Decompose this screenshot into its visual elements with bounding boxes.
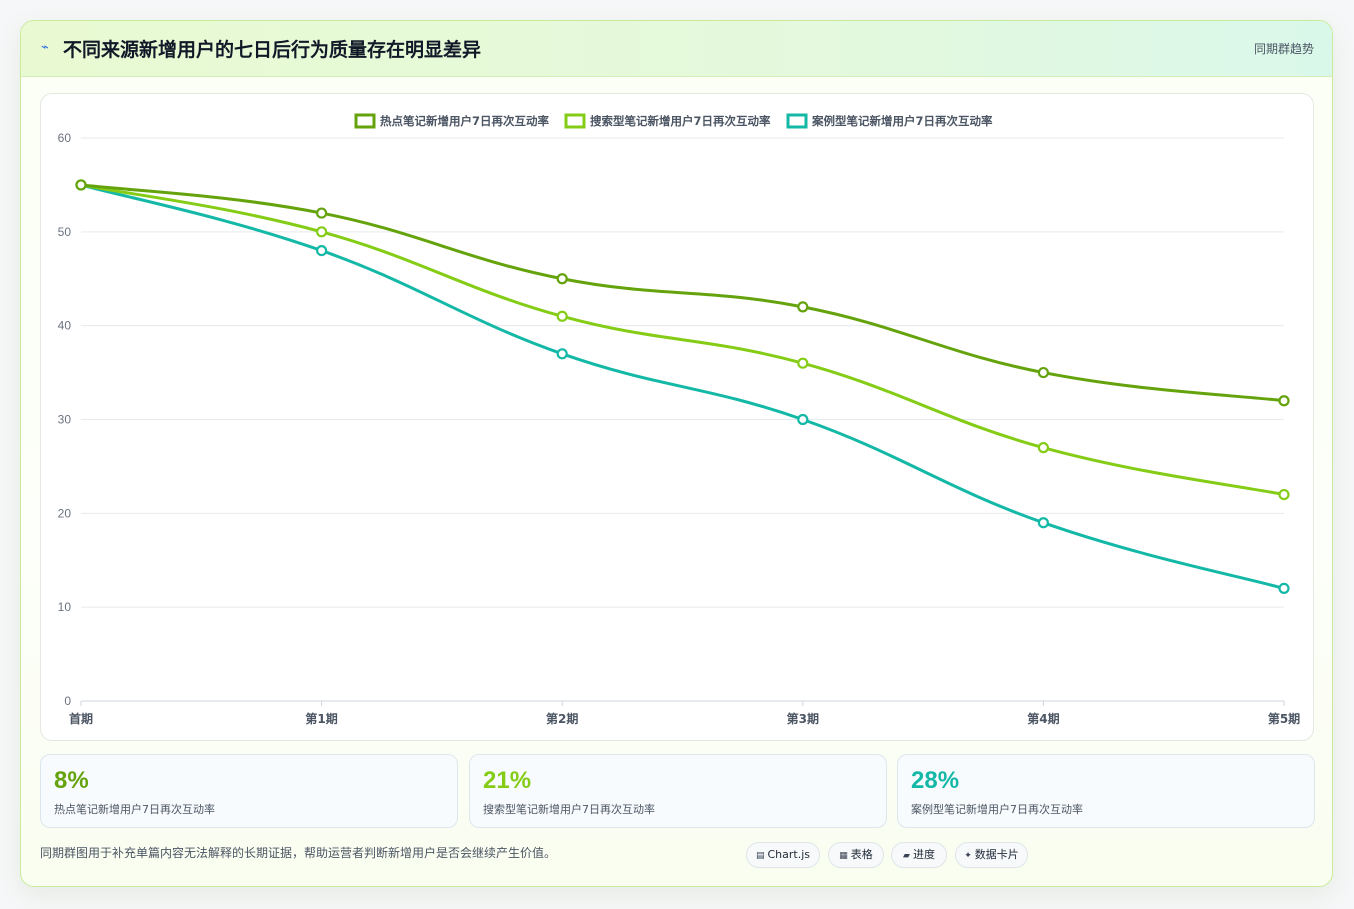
legend-swatch [564,113,586,129]
data-point [1278,582,1290,594]
lightning-icon: ⌁ [41,40,49,55]
table-pill[interactable]: ▦ 表格 [828,842,884,868]
data-point [797,357,809,369]
stat-card-search: 21% 搜索型笔记新增用户7日再次互动率 [469,754,887,828]
progress-icon: ▰ [903,851,910,861]
data-point [316,207,328,219]
legend-label: 案例型笔记新增用户7日再次互动率 [811,114,993,128]
data-point [1037,366,1050,379]
data-point [1278,488,1290,501]
progress-pill[interactable]: ▰ 进度 [891,842,947,868]
y-tick-label: 60 [58,131,72,145]
line-chart: 0 10 20 30 40 50 60 首期 第1期 第2期 第3期 第4期 第5期 热点笔记新增用户7日… [58,113,1300,726]
pill-label: Chart.js [767,848,811,861]
x-tick-label: 第3期 [787,711,819,726]
chart-icon: ▤ [755,851,765,861]
stat-value: 8% [54,767,89,794]
y-tick-label: 20 [58,506,72,520]
y-tick-label: 30 [58,413,72,427]
table-icon: ▦ [839,851,848,861]
stat-label: 热点笔记新增用户7日再次互动率 [54,803,215,816]
x-tick-label: 第5期 [1268,711,1300,726]
y-tick-label: 40 [58,319,72,333]
data-point [797,301,809,313]
card-header: ⌁ 不同来源新增用户的七日后行为质量存在明显差异 同期群趋势 [21,21,1332,77]
series-line [80,183,1285,403]
pill-label: 进度 [912,848,935,861]
legend-label: 搜索型笔记新增用户7日再次互动率 [590,114,771,128]
series-line [80,183,1285,590]
y-tick-label: 50 [58,225,72,239]
pill-label: 数据卡片 [974,848,1019,861]
pill-label: 表格 [850,848,873,861]
cohort-trend-tag: 同期群趋势 [1253,42,1314,56]
data-point [316,245,328,257]
chart-panel: 0 10 20 30 40 50 60 首期 第1期 第2期 第3期 第4期 第5期 热点笔记新增用户7日… [40,93,1314,741]
data-point [75,179,87,191]
data-point [556,310,568,322]
x-tick-label: 第2期 [546,711,578,726]
series-line [80,183,1285,497]
stat-card-case: 28% 案例型笔记新增用户7日再次互动率 [897,754,1315,828]
legend-label: 热点笔记新增用户7日再次互动率 [380,114,550,128]
data-point [556,273,568,285]
x-tick-label: 第4期 [1027,711,1059,726]
x-tick-label: 首期 [69,711,93,726]
y-tick-label: 0 [64,694,71,708]
legend-swatch [354,113,376,129]
card-title: 不同来源新增用户的七日后行为质量存在明显差异 [63,39,482,61]
y-tick-label: 10 [58,600,72,614]
stat-card-hot: 8% 热点笔记新增用户7日再次互动率 [40,754,458,828]
stat-cards: 8% 热点笔记新增用户7日再次互动率 21% 搜索型笔记新增用户7日再次互动率 … [40,754,1316,828]
data-point [556,348,568,360]
data-point [1278,395,1290,407]
data-point [316,226,328,238]
stat-value: 21% [483,767,532,794]
data-point [1037,442,1050,454]
x-tick-label: 第1期 [305,711,337,726]
data-card-pill[interactable]: ✦ 数据卡片 [955,842,1028,868]
data-point [1037,517,1050,529]
footnote: 同期群图用于补充单篇内容无法解释的长期证据，帮助运营者判断新增用户是否会继续产生… [40,846,557,860]
chart-card: ⌁ 不同来源新增用户的七日后行为质量存在明显差异 同期群趋势 0 10 20 30 40… [20,20,1333,887]
stat-label: 案例型笔记新增用户7日再次互动率 [911,803,1083,816]
card-icon: ✦ [964,851,972,861]
legend-swatch [786,113,808,129]
stat-label: 搜索型笔记新增用户7日再次互动率 [483,803,655,816]
data-point [797,413,809,426]
chartjs-pill[interactable]: ▤ Chart.js [746,842,820,868]
stat-value: 28% [911,767,960,794]
